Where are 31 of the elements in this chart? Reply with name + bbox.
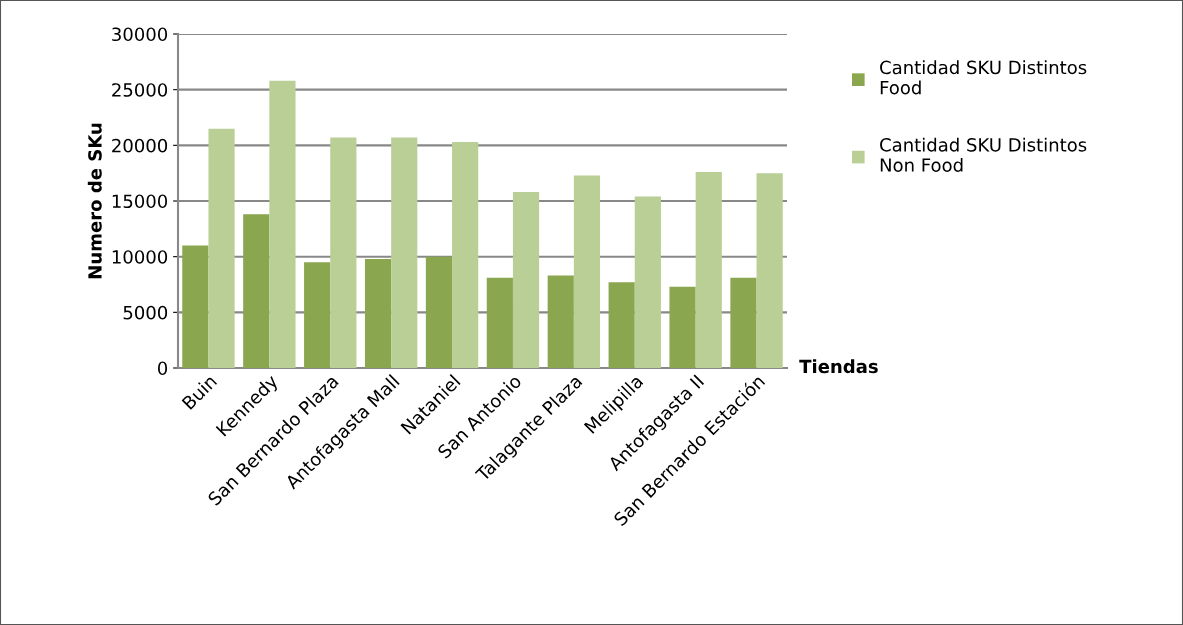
- bar: [486, 277, 513, 368]
- y-tick-label: 5000: [123, 305, 168, 320]
- bar: [634, 196, 661, 368]
- bar: [669, 286, 696, 368]
- bar: [364, 258, 392, 368]
- bar: [269, 80, 296, 368]
- bar: [512, 192, 540, 368]
- bar: [182, 245, 209, 368]
- y-tick-label: 0: [157, 361, 168, 376]
- bar: [425, 256, 453, 368]
- bar: [208, 128, 235, 368]
- bar: [573, 175, 601, 368]
- legend-label: Cantidad SKU Distintos Non Food: [880, 137, 1087, 172]
- y-tick-label: 25000: [112, 83, 168, 97]
- bar: [330, 137, 357, 368]
- y-tick-label: 15000: [112, 194, 168, 209]
- bar: [730, 277, 757, 368]
- bar: [304, 262, 331, 368]
- bar: [547, 275, 574, 368]
- y-axis-title: Numero de SKu: [87, 123, 102, 279]
- y-tick-label: 10000: [112, 250, 168, 264]
- bar: [756, 173, 783, 368]
- legend-label: Cantidad SKU Distintos Food: [880, 60, 1087, 95]
- y-tick-label: 20000: [112, 138, 168, 153]
- bar: [608, 282, 635, 368]
- y-tick-label: 30000: [112, 27, 168, 42]
- bar: [695, 172, 722, 368]
- x-axis-title: Tiendas: [799, 359, 878, 374]
- bar: [452, 141, 479, 368]
- bar: [243, 214, 270, 368]
- bar: [391, 137, 418, 368]
